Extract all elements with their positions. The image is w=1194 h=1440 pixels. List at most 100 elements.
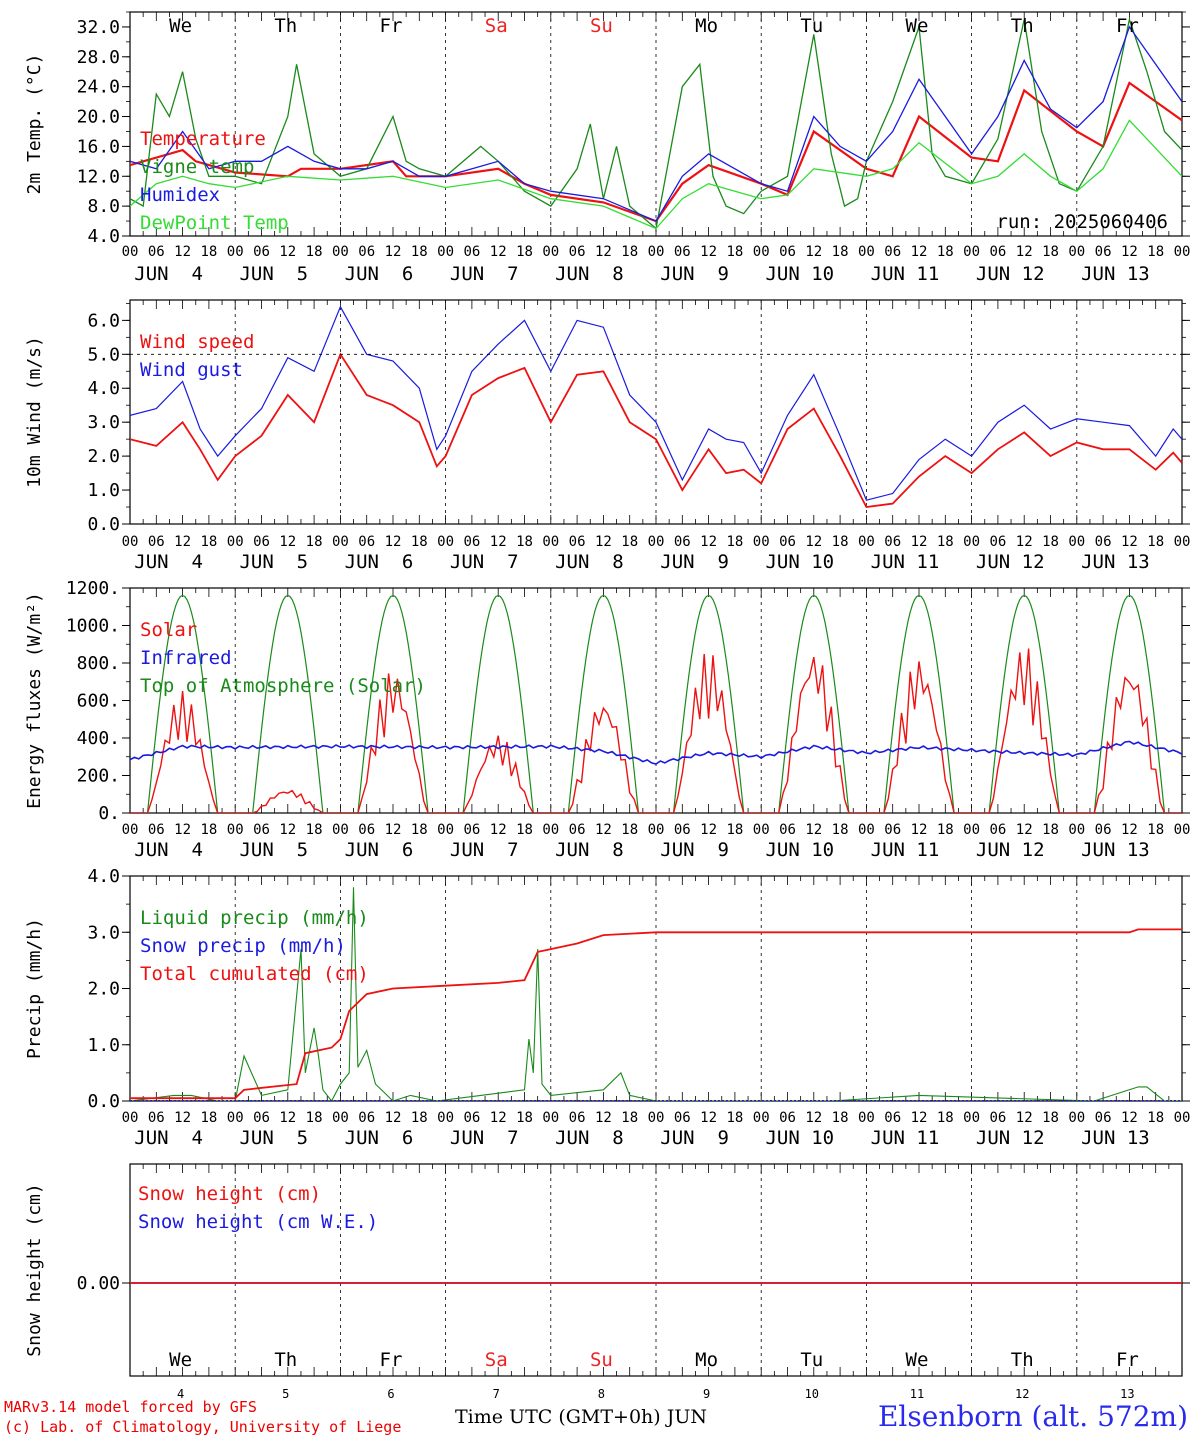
x-hour-label: 06: [674, 534, 691, 550]
weekday-label: We: [906, 15, 929, 37]
x-hour-label: 06: [1095, 822, 1112, 838]
weekday-label: Tu: [800, 1349, 823, 1371]
weekday-label: Fr: [380, 15, 403, 37]
x-hour-label: 00: [753, 534, 770, 550]
x-hour-label: 06: [989, 534, 1006, 550]
x-hour-label: 18: [621, 244, 638, 260]
legend-entry: Solar: [140, 619, 197, 641]
legend-entry: Vigne temp: [140, 156, 254, 178]
lab-credit-line: (c) Lab. of Climatology, University of L…: [4, 1418, 402, 1436]
x-hour-label: 18: [937, 822, 954, 838]
x-hour-label: 18: [621, 1110, 638, 1126]
x-hour-label: 18: [1042, 1110, 1059, 1126]
weekday-label: We: [169, 1349, 192, 1371]
series-line: [130, 887, 1182, 1101]
x-hour-label: 12: [385, 822, 402, 838]
x-hour-label: 18: [306, 534, 323, 550]
x-hour-label: 18: [516, 1110, 533, 1126]
x-hour-label: 00: [753, 244, 770, 260]
y-tick-label: 0.00: [77, 1273, 120, 1294]
x-hour-label: 00: [437, 534, 454, 550]
x-date-label: JUN 5: [239, 839, 308, 861]
weekday-label: Th: [274, 15, 297, 37]
x-hour-label: 06: [148, 244, 165, 260]
x-hour-label: 00: [1174, 534, 1191, 550]
x-hour-label: 06: [884, 534, 901, 550]
y-tick-label: 600.: [77, 691, 120, 712]
x-hour-label: 00: [1174, 244, 1191, 260]
x-hour-label: 00: [1068, 244, 1085, 260]
x-hour-label: 12: [1016, 534, 1033, 550]
panel-3-series: [130, 594, 1182, 813]
x-date-label: JUN 13: [1081, 839, 1150, 861]
series-line: [130, 740, 1182, 765]
x-date-label: JUN 8: [555, 551, 624, 573]
y-tick-label: 8.0: [87, 196, 120, 217]
x-hour-label: 00: [542, 534, 559, 550]
y-tick-label: 5.0: [87, 344, 120, 365]
x-hour-label: 06: [253, 822, 270, 838]
y-tick-label: 4.0: [87, 226, 120, 247]
time-axis-title: Time UTC (GMT+0h) JUN: [455, 1406, 707, 1428]
x-date-label: JUN 4: [134, 551, 203, 573]
x-hour-label: 12: [595, 534, 612, 550]
x-hour-label: 12: [805, 822, 822, 838]
x-hour-label: 18: [306, 822, 323, 838]
x-hour-label: 18: [411, 244, 428, 260]
x-hour-label: 00: [648, 534, 665, 550]
x-hour-label: 12: [490, 822, 507, 838]
x-hour-label: 12: [385, 534, 402, 550]
x-hour-label: 12: [700, 1110, 717, 1126]
x-hour-label: 12: [385, 1110, 402, 1126]
x-date-label: JUN 9: [660, 1127, 729, 1149]
legend-entry: Wind gust: [140, 359, 243, 381]
y-tick-label: 1.0: [87, 480, 120, 501]
weekday-label: We: [906, 1349, 929, 1371]
y-axis-label: Precip (mm/h): [24, 918, 45, 1059]
series-line: [130, 81, 1182, 223]
legend-entry: Humidex: [140, 184, 220, 206]
x-date-label: JUN 9: [660, 263, 729, 285]
x-hour-label: 00: [122, 244, 139, 260]
x-date-label: JUN 12: [976, 263, 1045, 285]
x-hour-label: 06: [358, 244, 375, 260]
x-date-label: JUN 13: [1081, 263, 1150, 285]
x-hour-label: 18: [621, 534, 638, 550]
x-hour-label: 06: [569, 822, 586, 838]
x-hour-label: 00: [437, 822, 454, 838]
x-hour-label: 12: [1121, 244, 1138, 260]
x-hour-label: 18: [726, 244, 743, 260]
x-date-label: JUN 11: [871, 1127, 940, 1149]
x-hour-label: 18: [1147, 822, 1164, 838]
y-tick-label: 6.0: [87, 310, 120, 331]
x-hour-label: 00: [858, 822, 875, 838]
x-date-label: JUN 13: [1081, 1127, 1150, 1149]
series-line: [130, 119, 1182, 230]
weekday-label: Mo: [695, 1349, 718, 1371]
day-number-label: 10: [805, 1387, 819, 1401]
x-hour-label: 18: [306, 244, 323, 260]
x-hour-label: 18: [937, 534, 954, 550]
x-hour-label: 00: [858, 244, 875, 260]
x-hour-label: 00: [122, 534, 139, 550]
x-hour-label: 12: [279, 244, 296, 260]
x-hour-label: 12: [174, 534, 191, 550]
weekday-label: Fr: [1116, 1349, 1139, 1371]
x-hour-label: 18: [1147, 244, 1164, 260]
y-tick-label: 16.0: [77, 136, 120, 157]
x-hour-label: 12: [595, 822, 612, 838]
x-hour-label: 00: [858, 1110, 875, 1126]
run-annotation: run: 2025060406: [996, 211, 1168, 233]
x-hour-label: 06: [463, 244, 480, 260]
x-hour-label: 06: [358, 534, 375, 550]
x-hour-label: 06: [779, 244, 796, 260]
x-hour-label: 12: [805, 534, 822, 550]
series-line: [130, 928, 1182, 1100]
x-hour-label: 00: [542, 1110, 559, 1126]
x-hour-label: 00: [332, 534, 349, 550]
day-number-label: 13: [1120, 1387, 1134, 1401]
x-hour-label: 06: [989, 822, 1006, 838]
x-hour-label: 06: [1095, 534, 1112, 550]
x-hour-label: 12: [490, 244, 507, 260]
x-date-label: JUN 8: [555, 263, 624, 285]
